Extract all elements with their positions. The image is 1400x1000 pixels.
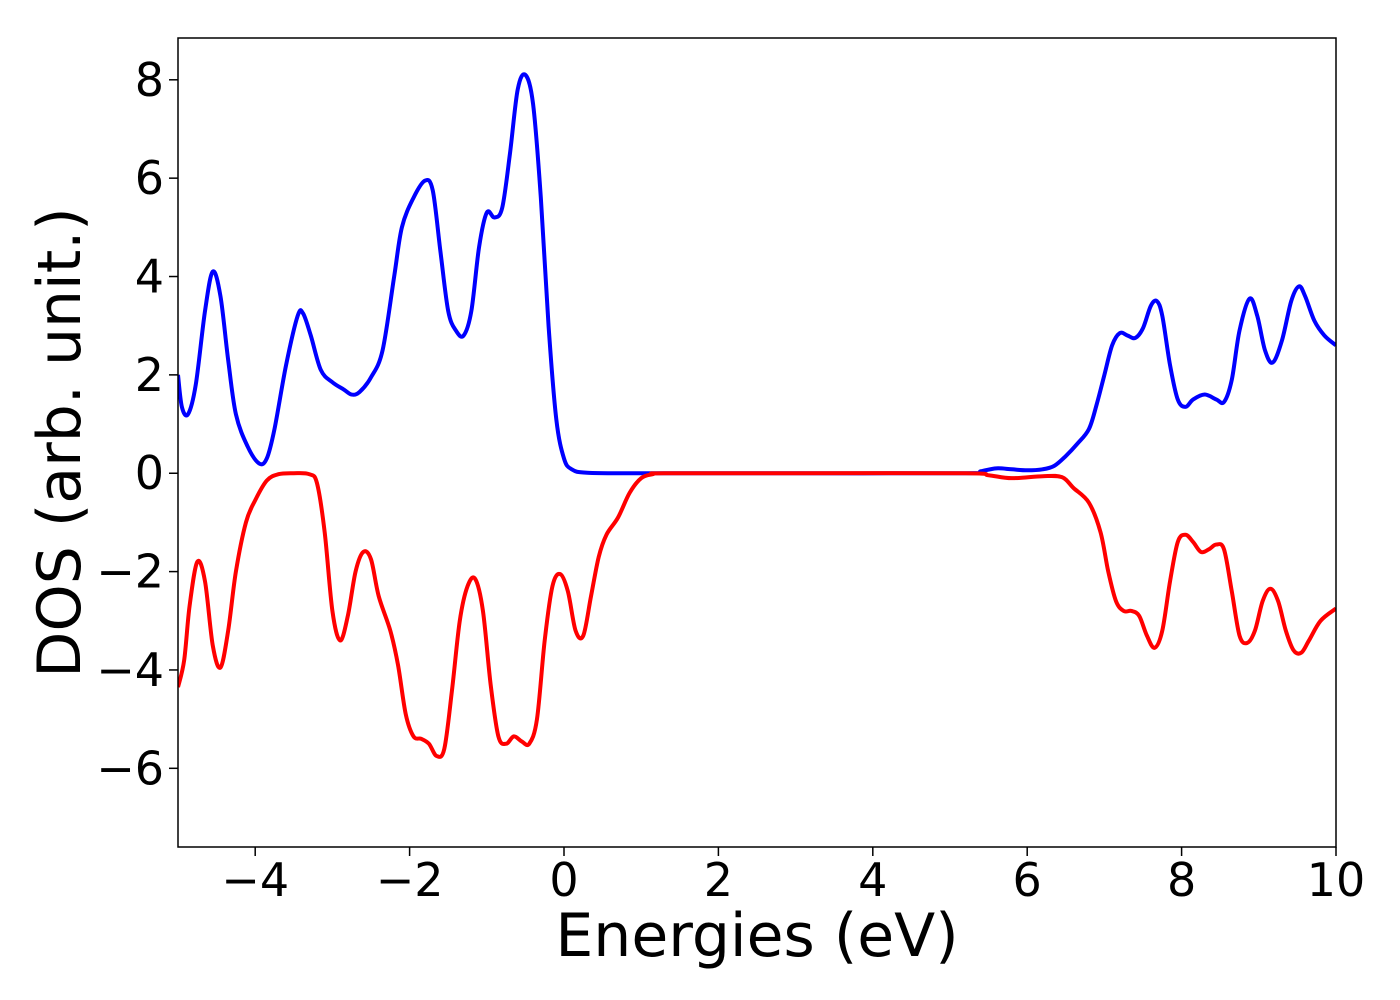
plot-frame [177,37,1337,848]
y-tick-label: 8 [135,53,164,107]
x-tick-label: 0 [549,853,578,907]
y-tick-label: 0 [135,446,164,500]
y-tick-label: 4 [135,250,164,304]
y-tick-label: −6 [96,741,164,795]
series-line-1 [178,72,1336,476]
x-axis-label: Energies (eV) [555,901,958,971]
x-tick-label: 8 [1167,853,1196,907]
x-tick-label: 4 [858,853,887,907]
x-tick-label: −2 [376,853,444,907]
y-tick-label: 6 [135,151,164,205]
y-tick-label: 2 [135,348,164,402]
x-tick-label: 6 [1013,853,1042,907]
x-axis: −4 −2 0 2 4 6 8 10 [221,847,1365,907]
series-layer [178,72,1336,759]
series-line-2 [178,471,1336,759]
y-tick-label: −2 [96,545,164,599]
x-tick-label: 10 [1307,853,1366,907]
y-axis: −6 −4 −2 0 2 4 6 8 [96,53,178,795]
x-tick-label: 2 [704,853,733,907]
y-axis-label: DOS (arb. unit.) [25,207,95,677]
x-tick-label: −4 [221,853,289,907]
y-tick-label: −4 [96,643,164,697]
